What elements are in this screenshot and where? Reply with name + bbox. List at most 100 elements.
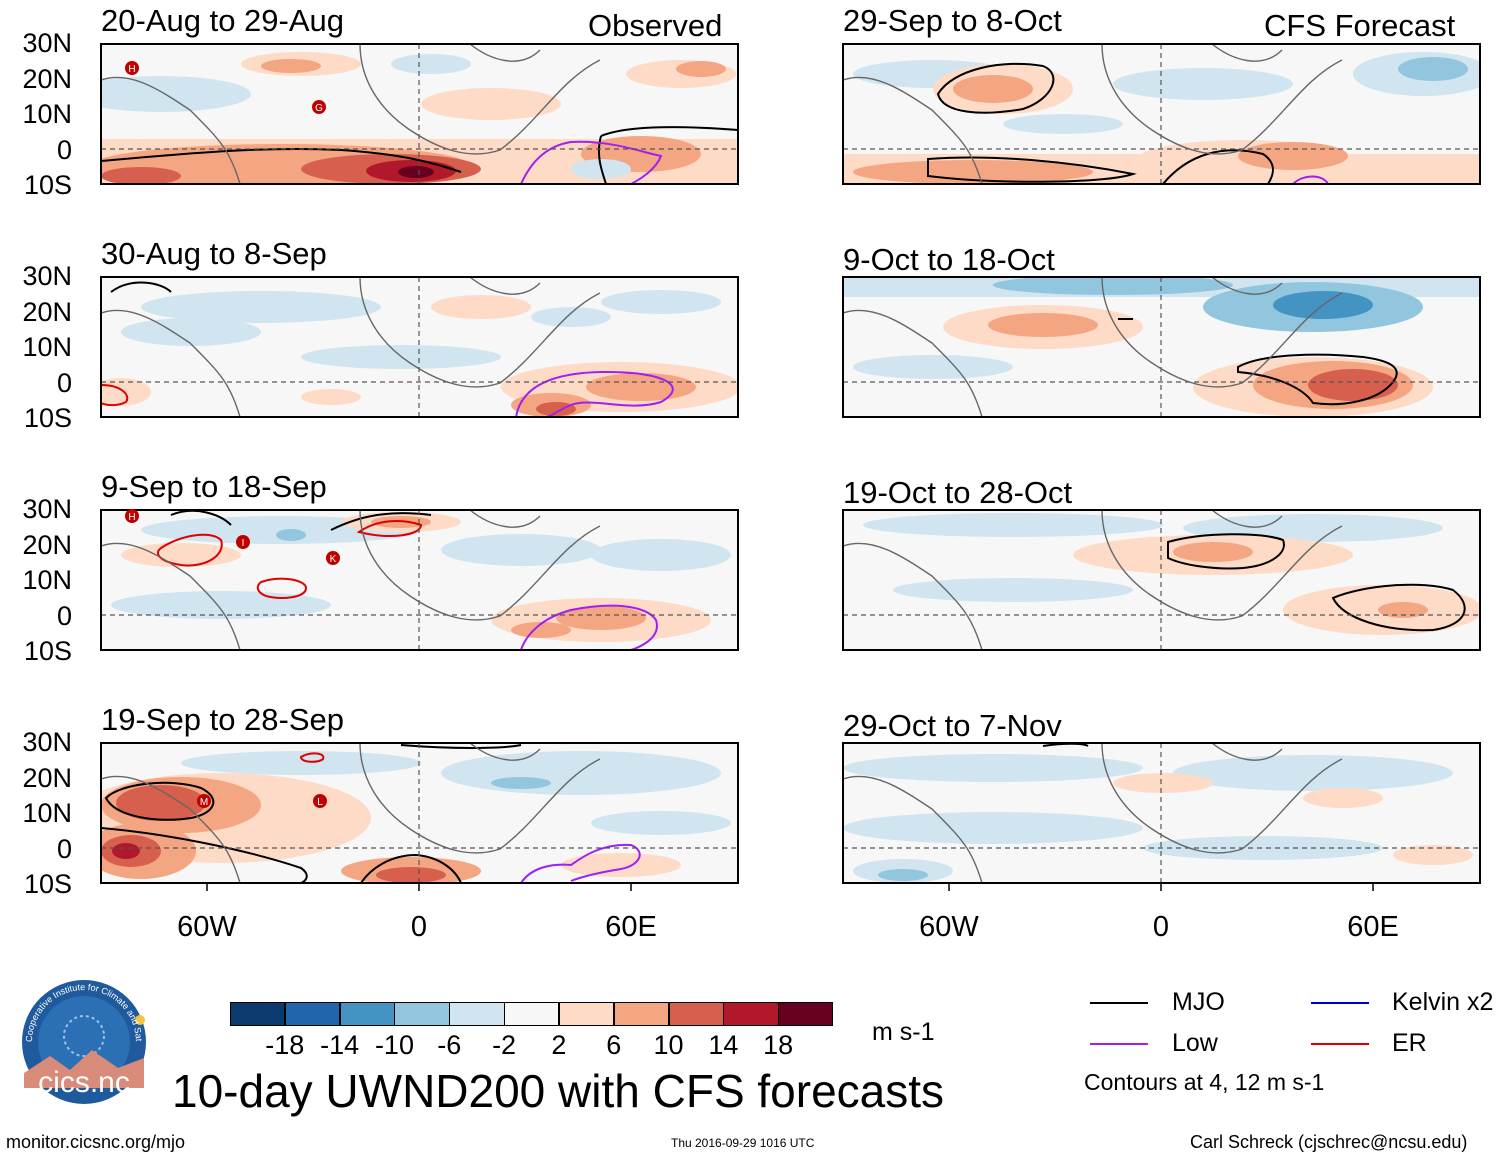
lon-label: 60W — [177, 911, 237, 943]
storm-marker: H — [124, 508, 140, 529]
panel-title-forecast-4: 29-Oct to 7-Nov — [843, 708, 1062, 743]
colorbar-swatch — [558, 1002, 615, 1026]
storm-letter: H — [128, 512, 135, 523]
anomaly-field — [101, 510, 738, 650]
panel-title-forecast-2: 9-Oct to 18-Oct — [843, 242, 1055, 277]
colorbar-tick-label: 2 — [551, 1030, 567, 1060]
storm-marker: I — [235, 534, 251, 555]
lat-label: 10S — [23, 403, 72, 433]
low-contour — [1292, 175, 1329, 184]
panel-title-observed-3: 9-Sep to 18-Sep — [101, 469, 327, 504]
mjo-contour — [101, 827, 308, 883]
contour-note: Contours at 4, 12 m s-1 — [1084, 1069, 1325, 1095]
lat-label: 30N — [22, 28, 72, 58]
legend-mjo-line — [1090, 1002, 1148, 1004]
anomaly-field — [843, 743, 1480, 883]
er-contour — [299, 752, 325, 763]
storm-marker: L — [312, 793, 328, 814]
lat-label: 10N — [22, 565, 72, 595]
colorbar: -18 -14 -10 -6 -2 2 6 10 14 18 — [230, 1002, 834, 1072]
legend-mjo-label: MJO — [1172, 988, 1225, 1016]
lat-label: 10S — [23, 636, 72, 666]
storm-letter: L — [317, 797, 323, 808]
colorbar-swatch — [504, 1002, 560, 1026]
colorbar-tick-label: 18 — [763, 1030, 794, 1060]
lat-label: 30N — [22, 727, 72, 757]
colorbar-tick-label: -2 — [492, 1030, 517, 1060]
colorbar-swatch — [668, 1002, 724, 1026]
anomaly-field — [843, 510, 1480, 650]
lon-label: 0 — [1152, 911, 1170, 943]
lat-label: 0 — [56, 135, 72, 165]
low-contour — [520, 843, 641, 883]
storm-letter: M — [200, 797, 208, 808]
timestamp: Thu 2016-09-29 1016 UTC — [671, 1136, 815, 1150]
panel-title-forecast-1: 29-Sep to 8-Oct — [843, 3, 1062, 38]
lon-label: 60W — [919, 911, 979, 943]
low-contour — [515, 370, 674, 417]
legend-kelvin-label: Kelvin x2 — [1392, 988, 1494, 1016]
storm-marker: K — [325, 550, 341, 571]
mjo-contour — [104, 781, 215, 821]
mjo-contour — [170, 510, 232, 526]
anomaly-field — [101, 277, 738, 417]
storm-marker: G — [311, 99, 327, 120]
map-observed-4 — [101, 743, 738, 883]
colorbar-swatch — [723, 1002, 779, 1026]
lat-label: 20N — [22, 763, 72, 793]
colorbar-tick-label: -14 — [320, 1030, 360, 1060]
storm-marker: H — [124, 60, 140, 81]
map-forecast-1 — [843, 44, 1480, 184]
lat-label: 10N — [22, 798, 72, 828]
lon-label: 0 — [410, 911, 428, 943]
anomaly-field — [101, 743, 738, 883]
lon-label: 60E — [1347, 911, 1399, 943]
anomaly-field — [843, 44, 1480, 184]
equator-lines — [101, 44, 1480, 883]
lat-label: 10S — [23, 869, 72, 899]
storm-letter: I — [242, 538, 245, 549]
lat-label: 10N — [22, 99, 72, 129]
logo-text: cics.nc — [38, 1066, 130, 1099]
colorbar-tick-label: 6 — [606, 1030, 622, 1060]
mjo-contour — [1162, 149, 1274, 184]
map-observed-3 — [101, 510, 738, 650]
colorbar-swatch — [230, 1002, 286, 1026]
lat-label: 10S — [23, 170, 72, 200]
colorbar-tick-label: 10 — [653, 1030, 684, 1060]
panel-title-observed-1: 20-Aug to 29-Aug — [101, 3, 345, 38]
storm-marker: M — [196, 793, 212, 814]
low-contour — [520, 140, 663, 184]
colorbar-swatch — [394, 1002, 450, 1026]
colorbar-swatch — [449, 1002, 505, 1026]
lat-label: 20N — [22, 64, 72, 94]
panel-title-forecast-3: 19-Oct to 28-Oct — [843, 475, 1073, 510]
website-link[interactable]: monitor.cicsnc.org/mjo — [6, 1132, 186, 1152]
lat-label: 0 — [56, 834, 72, 864]
author-credit: Carl Schreck (cjschrec@ncsu.edu) — [1190, 1132, 1468, 1152]
lat-label: 0 — [56, 601, 72, 631]
map-observed-2 — [101, 277, 738, 417]
legend-low-line — [1090, 1043, 1148, 1045]
colorbar-swatch — [613, 1002, 670, 1026]
map-forecast-4 — [843, 743, 1480, 883]
colorbar-swatch — [778, 1002, 834, 1026]
mjo-contour — [360, 853, 462, 883]
legend-low-label: Low — [1172, 1029, 1218, 1057]
mjo-contour — [927, 156, 1137, 183]
lat-label: 30N — [22, 494, 72, 524]
mjo-contour — [110, 281, 172, 293]
lat-label: 20N — [22, 297, 72, 327]
er-contour — [256, 577, 308, 599]
storm-letter: K — [330, 554, 337, 565]
cics-logo: Cooperative Institute for Climate and Sa… — [7, 970, 158, 1113]
legend-kelvin-line — [1311, 1002, 1369, 1004]
legend-er-line — [1311, 1043, 1369, 1045]
forecast-column-label: CFS Forecast — [1264, 8, 1456, 43]
legend-er-label: ER — [1392, 1029, 1427, 1057]
lat-label: 10N — [22, 332, 72, 362]
colorbar-swatch — [284, 1002, 341, 1026]
lat-label: 20N — [22, 530, 72, 560]
lat-label: 30N — [22, 261, 72, 291]
